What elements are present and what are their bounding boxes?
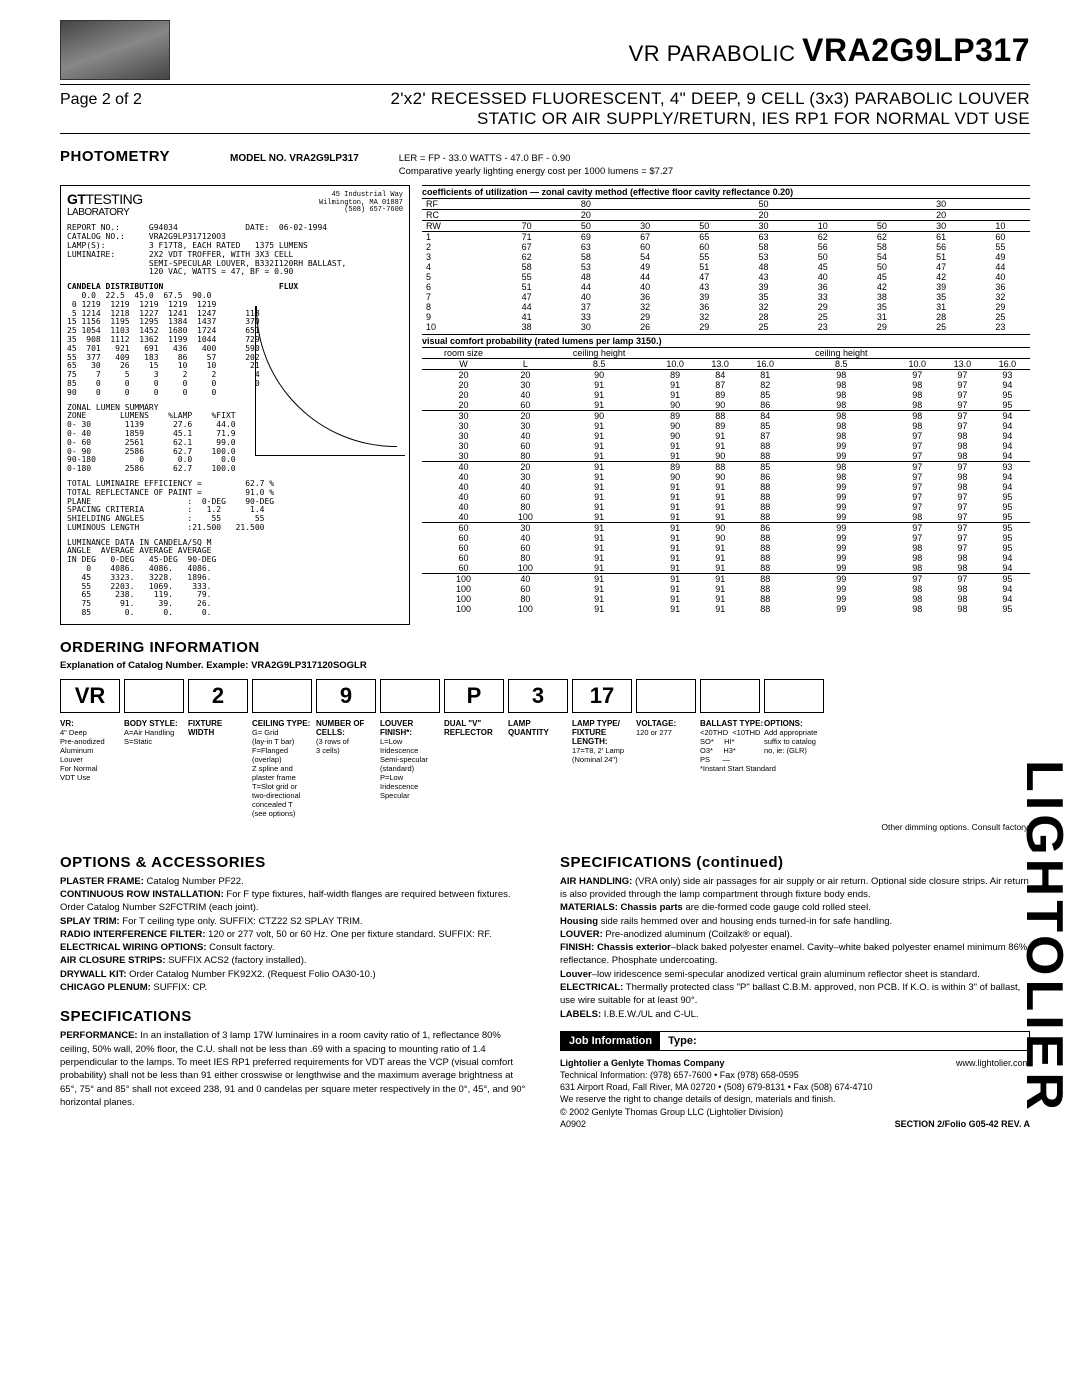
specs2-lines: AIR HANDLING: (VRA only) side air passag…: [560, 875, 1030, 1021]
product-image: [60, 20, 170, 80]
ler-line: LER = FP - 33.0 WATTS - 47.0 BF - 0.90: [399, 153, 673, 164]
photometry-tables: coefficients of utilization — zonal cavi…: [422, 185, 1030, 625]
options-lines: PLASTER FRAME: Catalog Number PF22.CONTI…: [60, 875, 530, 995]
ordering-box: [380, 679, 440, 713]
ordering-label-col: NUMBER OF CELLS:(3 rows of 3 cells): [316, 719, 376, 818]
footer-company: Lightolier a Genlyte Thomas Company: [560, 1058, 725, 1068]
ordering-title: ORDERING INFORMATION: [60, 639, 1030, 656]
options-line: RADIO INTERFERENCE FILTER: 120 or 277 vo…: [60, 928, 530, 941]
desc-line-1: 2'x2' RECESSED FLUORESCENT, 4" DEEP, 9 C…: [391, 89, 1031, 109]
brand-vertical: LIGHTOLIER: [1014, 760, 1074, 1114]
spec-line: ELECTRICAL: Thermally protected class "P…: [560, 981, 1030, 1008]
testing-address: 45 Industrial Way Wilmington, MA 01887 (…: [319, 192, 403, 218]
ordering-label-col: BODY STYLE:A=Air Handling S=Static: [124, 719, 184, 818]
footer-code: A0902: [560, 1118, 586, 1130]
spec-line: AIR HANDLING: (VRA only) side air passag…: [560, 875, 1030, 902]
model-no: MODEL NO. VRA2G9LP317: [230, 153, 359, 164]
subhead: Page 2 of 2 2'x2' RECESSED FLUORESCENT, …: [60, 85, 1030, 134]
footer-note2: © 2002 Genlyte Thomas Group LLC (Lightol…: [560, 1106, 1030, 1118]
options-line: AIR CLOSURE STRIPS: SUFFIX ACS2 (factory…: [60, 954, 530, 967]
luminance-block: LUMINANCE DATA IN CANDELA/SQ M ANGLE AVE…: [67, 539, 403, 618]
job-info-box: Job Information Type:: [560, 1031, 1030, 1051]
ordering-box: 2: [188, 679, 248, 713]
spec-line: Housing side rails hemmed over and housi…: [560, 915, 1030, 928]
ordering-label-col: CEILING TYPE:G= Grid (lay-in T bar) F=Fl…: [252, 719, 312, 818]
footer-section: SECTION 2/Folio G05-42 REV. A: [895, 1118, 1030, 1130]
ordering-label-col: FIXTURE WIDTH: [188, 719, 248, 818]
title-prefix: VR PARABOLIC VRA2G9LP317: [629, 41, 1030, 66]
footer-tech: Technical Information: (978) 657-7600 • …: [560, 1069, 1030, 1081]
ordering-label-col: VOLTAGE:120 or 277: [636, 719, 696, 818]
spec-line: LOUVER: Pre-anodized aluminum (Coilzak® …: [560, 928, 1030, 941]
efficiency-block: TOTAL LUMINAIRE EFFICIENCY = 62.7 % TOTA…: [67, 480, 403, 533]
vcp-title: visual comfort probability (rated lumens…: [422, 334, 1030, 348]
footer-note1: We reserve the right to change details o…: [560, 1093, 1030, 1105]
options-line: ELECTRICAL WIRING OPTIONS: Consult facto…: [60, 941, 530, 954]
vcp-table: room sizeceiling heightceiling heightWL8…: [422, 348, 1030, 614]
ordering-label-col: OPTIONS:Add appropriate suffix to catalo…: [764, 719, 824, 818]
ordering-labels: VR:4" Deep Pre-anodized Aluminum Louver …: [60, 719, 1030, 818]
spec-line: FINISH: Chassis exterior–black baked pol…: [560, 941, 1030, 968]
testing-logo: GTTESTINGLABORATORY: [67, 192, 143, 218]
ordering-box: P: [444, 679, 504, 713]
header: VR PARABOLIC VRA2G9LP317: [60, 20, 1030, 85]
options-line: DRYWALL KIT: Order Catalog Number FK92X2…: [60, 968, 530, 981]
ordering-box: 17: [572, 679, 632, 713]
ordering-label-col: DUAL "V" REFLECTOR: [444, 719, 504, 818]
page-number: Page 2 of 2: [60, 91, 142, 109]
report-header: REPORT NO.: G94034 DATE: 06-02-1994 CATA…: [67, 224, 403, 277]
job-type: Type:: [660, 1032, 1029, 1050]
title-model: VRA2G9LP317: [802, 32, 1030, 68]
coefficients-table: RF805030RC202020RW7050305030105030101716…: [422, 199, 1030, 332]
ordering-box: 9: [316, 679, 376, 713]
sub-description: 2'x2' RECESSED FLUORESCENT, 4" DEEP, 9 C…: [391, 89, 1031, 129]
desc-line-2: STATIC OR AIR SUPPLY/RETURN, IES RP1 FOR…: [391, 109, 1031, 129]
ordering-box: [124, 679, 184, 713]
options-line: CHICAGO PLENUM: SUFFIX: CP.: [60, 981, 530, 994]
photometry-title: PHOTOMETRY: [60, 148, 170, 165]
options-title: OPTIONS & ACCESSORIES: [60, 854, 530, 871]
ordering-boxes: VR 2 9 P317: [60, 679, 1030, 713]
ordering-label-col: BALLAST TYPE:<20THD <10THD SO* HI* O3* H…: [700, 719, 760, 818]
ordering-box: [764, 679, 824, 713]
spec-line: MATERIALS: Chassis parts are die-formed …: [560, 901, 1030, 914]
options-line: SPLAY TRIM: For T ceiling type only. SUF…: [60, 915, 530, 928]
footer: Lightolier a Genlyte Thomas Company www.…: [560, 1057, 1030, 1130]
comp-line: Comparative yearly lighting energy cost …: [399, 166, 673, 177]
ordering-box: [700, 679, 760, 713]
ordering-box: [252, 679, 312, 713]
options-line: CONTINUOUS ROW INSTALLATION: For F type …: [60, 888, 530, 915]
ordering-label-col: LAMP QUANTITY: [508, 719, 568, 818]
ordering-label-col: LOUVER FINISH*:L=Low Iridescence Semi-sp…: [380, 719, 440, 818]
polar-diagram: [255, 306, 405, 456]
performance-spec: PERFORMANCE: In an installation of 3 lam…: [60, 1029, 530, 1109]
specs2-title: SPECIFICATIONS (continued): [560, 854, 1030, 871]
specs-title: SPECIFICATIONS: [60, 1008, 530, 1025]
options-line: PLASTER FRAME: Catalog Number PF22.: [60, 875, 530, 888]
ordering-footnote: Other dimming options. Consult factory.: [60, 822, 1030, 832]
ordering-subtitle: Explanation of Catalog Number. Example: …: [60, 660, 1030, 673]
spec-line: LABELS: I.B.E.W./UL and C-UL.: [560, 1008, 1030, 1021]
photometry-report-box: GTTESTINGLABORATORY 45 Industrial Way Wi…: [60, 185, 410, 625]
footer-addr: 631 Airport Road, Fall River, MA 02720 •…: [560, 1081, 1030, 1093]
ordering-box: [636, 679, 696, 713]
ordering-box: 3: [508, 679, 568, 713]
job-label: Job Information: [561, 1032, 660, 1050]
coef-title: coefficients of utilization — zonal cavi…: [422, 185, 1030, 199]
ordering-label-col: LAMP TYPE/ FIXTURE LENGTH:17=T8, 2' Lamp…: [572, 719, 632, 818]
ordering-label-col: VR:4" Deep Pre-anodized Aluminum Louver …: [60, 719, 120, 818]
spec-line: Louver–low iridescence semi-specular ano…: [560, 968, 1030, 981]
ordering-box: VR: [60, 679, 120, 713]
